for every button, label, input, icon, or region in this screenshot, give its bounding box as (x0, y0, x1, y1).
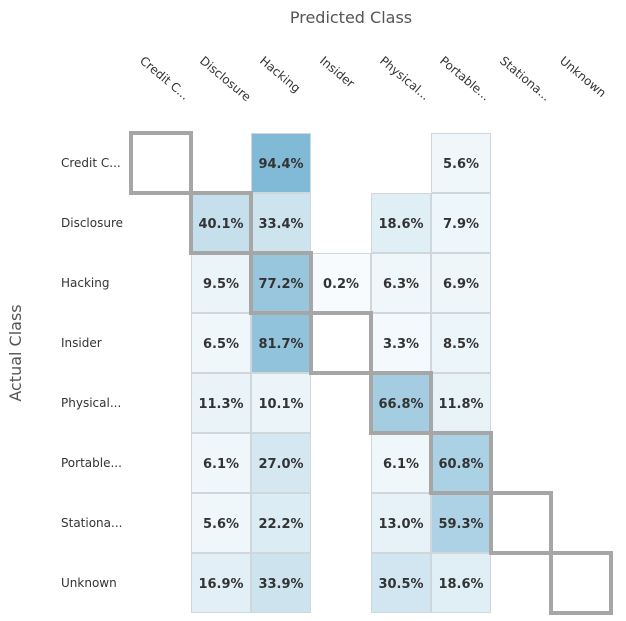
cell-value-label: 30.5% (378, 577, 423, 592)
heatmap-cell (251, 133, 311, 193)
cell-value-label: 18.6% (378, 217, 423, 232)
row-label: Credit C... (61, 156, 121, 170)
cell-value-label: 27.0% (258, 457, 303, 472)
cell-value-label: 33.9% (258, 577, 303, 592)
row-label: Unknown (61, 576, 117, 590)
heatmap-cell (191, 313, 251, 373)
column-label: Disclosure (197, 54, 254, 105)
heatmap-cell (371, 553, 431, 613)
heatmap-cell (311, 253, 371, 313)
heatmap-cell (251, 433, 311, 493)
diagonal-highlight (129, 131, 193, 195)
diagonal-highlight (189, 191, 253, 255)
heatmap-cell (191, 373, 251, 433)
column-label: Insider (317, 54, 357, 91)
cell-value-label: 11.8% (438, 397, 483, 412)
heatmap-cell (371, 253, 431, 313)
row-label: Disclosure (61, 216, 123, 230)
cell-value-label: 8.5% (443, 337, 479, 352)
cell-value-label: 33.4% (258, 217, 303, 232)
diagonal-highlight (549, 551, 613, 615)
cell-value-label: 0.2% (323, 277, 359, 292)
heatmap-cell (251, 313, 311, 373)
cell-value-label: 6.1% (203, 457, 239, 472)
heatmap-cell (191, 493, 251, 553)
row-label: Stationa... (61, 516, 122, 530)
heatmap-cell (371, 373, 431, 433)
cell-value-label: 40.1% (198, 217, 243, 232)
cell-value-label: 81.7% (258, 337, 303, 352)
heatmap-cells: 94.4% 5.6% 40.1% 33.4% 18.6% 7.9% 9.5% 77.2% 0.2… (191, 133, 491, 613)
cell-value-label: 66.8% (378, 397, 423, 412)
cell-value-label: 7.9% (443, 217, 479, 232)
diagonal-highlight (309, 311, 373, 375)
cell-value-label: 5.6% (203, 517, 239, 532)
cell-value-label: 9.5% (203, 277, 239, 292)
column-label: Credit C... (137, 54, 192, 103)
heatmap-cell (371, 493, 431, 553)
column-label: Stationa... (497, 54, 553, 104)
heatmap-cell (431, 373, 491, 433)
cell-value-label: 60.8% (438, 457, 483, 472)
heatmap-cell (371, 313, 431, 373)
heatmap-cell (191, 553, 251, 613)
diagonal-highlight (249, 251, 313, 315)
cell-value-label: 6.9% (443, 277, 479, 292)
column-label: Unknown (557, 54, 609, 101)
diagonal-highlight (429, 431, 493, 495)
heatmap-cell (251, 553, 311, 613)
heatmap-cell (431, 193, 491, 253)
heatmap-cell (431, 553, 491, 613)
heatmap-cell (431, 433, 491, 493)
column-label: Hacking (257, 54, 303, 96)
cell-value-label: 5.6% (443, 157, 479, 172)
cell-value-label: 18.6% (438, 577, 483, 592)
diagonal-highlight (489, 491, 553, 555)
column-label: Portable... (437, 54, 493, 104)
x-axis-title: Predicted Class (290, 8, 412, 27)
heatmap-cell (431, 133, 491, 193)
heatmap-cell (371, 193, 431, 253)
cell-value-label: 6.1% (383, 457, 419, 472)
row-label: Portable... (61, 456, 122, 470)
y-axis-title: Actual Class (6, 304, 25, 401)
row-label: Insider (61, 336, 102, 350)
cell-value-label: 77.2% (258, 277, 303, 292)
cell-value-label: 59.3% (438, 517, 483, 532)
heatmap-cell (251, 493, 311, 553)
row-label: Hacking (61, 276, 109, 290)
heatmap-cell (431, 313, 491, 373)
row-tick-labels: Credit C... Disclosure Hacking Insider Physi… (61, 156, 123, 590)
heatmap-cell (191, 253, 251, 313)
cell-value-label: 6.5% (203, 337, 239, 352)
heatmap-cell (191, 433, 251, 493)
cell-value-label: 3.3% (383, 337, 419, 352)
column-tick-labels: Credit C... Disclosure Hacking Insider Physi… (137, 54, 609, 105)
diagonal-highlights (129, 131, 613, 615)
cell-value-label: 6.3% (383, 277, 419, 292)
cell-value-label: 11.3% (198, 397, 243, 412)
heatmap-cell (431, 253, 491, 313)
diagonal-highlight (369, 371, 433, 435)
heatmap-cell (251, 193, 311, 253)
column-label: Physical... (377, 54, 432, 103)
heatmap-cell (371, 433, 431, 493)
cell-value-label: 16.9% (198, 577, 243, 592)
heatmap-cell (251, 373, 311, 433)
cell-value-label: 94.4% (258, 157, 303, 172)
cell-value-label: 22.2% (258, 517, 303, 532)
cell-value-label: 10.1% (258, 397, 303, 412)
heatmap-cell (191, 193, 251, 253)
row-label: Physical... (61, 396, 121, 410)
cell-value-label: 13.0% (378, 517, 423, 532)
